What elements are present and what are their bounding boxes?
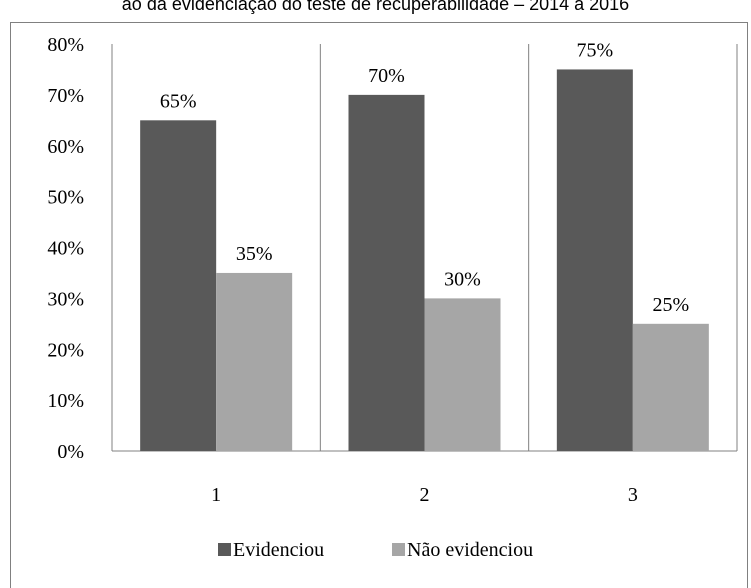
y-tick-label: 70% (47, 85, 84, 107)
y-tick-label: 60% (47, 136, 84, 158)
bar (140, 120, 217, 451)
bar (424, 298, 501, 451)
bar (216, 272, 293, 451)
legend-swatch (218, 543, 231, 556)
data-label: 75% (576, 39, 613, 61)
x-tick-label: 1 (211, 484, 221, 506)
y-tick-label: 80% (47, 34, 84, 56)
legend-label: Evidenciou (233, 539, 324, 561)
data-labels: 65% 35% 70% 30% 75% 25% (160, 39, 689, 315)
x-tick-label: 3 (628, 484, 638, 506)
x-tick-label: 2 (420, 484, 430, 506)
data-label: 25% (652, 294, 689, 316)
legend: Evidenciou Não evidenciou (218, 539, 533, 561)
data-label: 35% (236, 243, 273, 265)
data-label: 70% (368, 65, 405, 87)
legend-swatch (392, 543, 405, 556)
bar (632, 323, 709, 451)
bar (348, 94, 425, 451)
y-tick-label: 0% (57, 441, 84, 463)
y-tick-label: 40% (47, 238, 84, 260)
data-label: 65% (160, 90, 197, 112)
bars (140, 69, 709, 451)
chart-frame (10, 22, 748, 588)
legend-label: Não evidenciou (407, 539, 533, 561)
bar (556, 69, 633, 451)
y-tick-label: 30% (47, 288, 84, 310)
y-tick-label: 50% (47, 187, 84, 209)
y-tick-label: 20% (47, 339, 84, 361)
data-label: 30% (444, 268, 481, 290)
y-tick-label: 10% (47, 390, 84, 412)
chart-title: ão da evidenciação do teste de recuperab… (121, 0, 630, 14)
